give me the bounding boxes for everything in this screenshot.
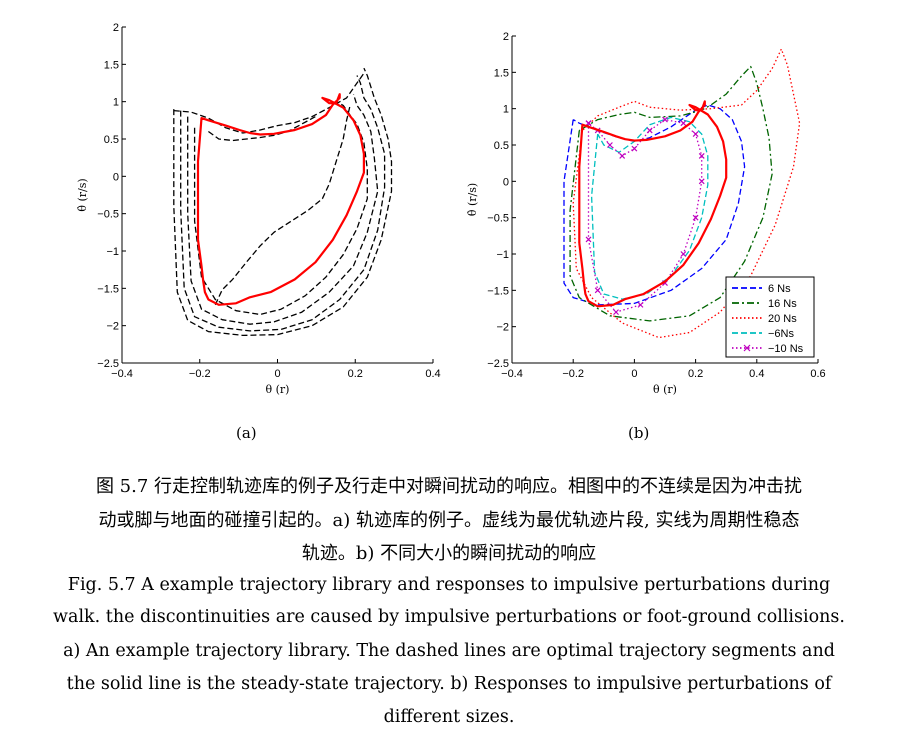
subfigure-label-a: (a) (236, 424, 257, 442)
panel-a-steady-state-trajectory-line (196, 93, 365, 306)
panel-b-y-tick-label: 0 (503, 176, 509, 188)
panel-a-y-tick-label: −1.5 (97, 283, 119, 295)
panel-a-library-segment-line (187, 94, 379, 325)
panel-b-legend-label: −6Ns (768, 328, 794, 340)
panel-b-y-axis-label: θ̇ (r/s) (466, 183, 479, 216)
figure-plots: −0.4 −0.2 0 0.2 0.4 −2.5 −2 −1.5 −1 −0.5 0 0.5 1 1.5 2… (76, 22, 826, 396)
panel-b-series-10Ns-marker (698, 152, 705, 159)
panel-b-legend-label: 6 Ns (768, 283, 791, 295)
panel-b-series-10Ns-marker (619, 152, 626, 159)
panel-b-series-10Ns-marker (698, 178, 705, 185)
panel-a-library-segment-line (173, 67, 393, 337)
panel-b-series-10Ns-marker (585, 236, 592, 243)
panel-a-y-tick-label: −0.5 (97, 209, 119, 221)
panel-b-series-10Ns-marker (680, 120, 687, 127)
panel-b-series-10Ns-marker (662, 116, 668, 123)
panel-b-series-10Ns-marker (585, 120, 592, 127)
panel-b-legend-label: −10 Ns (768, 343, 804, 355)
panel-a-x-tick-label: 0.4 (425, 368, 440, 380)
panel-a-library-segment-line (173, 72, 365, 134)
panel-a-library-segment-line (193, 101, 368, 316)
panel-b-series-10Ns-line (587, 118, 703, 313)
panel-a-x-tick-label: 0.2 (348, 368, 363, 380)
panel-b-legend-box (725, 276, 815, 358)
caption-zh-line-3: 轨迹。b) 不同大小的瞬间扰动的响应 (301, 543, 597, 564)
panel-b-chart: −0.4 −0.2 0 0.2 0.4 0.6 −2.5 −2 −1.5 −1 −0.5 0 0.5 1 1… (466, 31, 826, 396)
panel-a-y-tick-label: 2 (113, 22, 119, 34)
panel-b-y-tick-label: −1.5 (487, 285, 509, 297)
caption-en-line-1: Fig. 5.7 A example trajectory library an… (67, 575, 831, 595)
panel-b-x-tick-label: 0.6 (810, 368, 825, 380)
panel-a-library-segment-line (180, 75, 386, 332)
panel-b-y-tick-label: −2.5 (487, 358, 509, 370)
panel-a-x-tick-label: −0.4 (111, 368, 133, 380)
panel-b-legend-marker (743, 344, 751, 352)
panel-b-x-tick-label: 0.2 (688, 368, 703, 380)
caption-en-line-3: a) An example trajectory library. The da… (63, 641, 835, 661)
panel-b-series-10Ns-marker (637, 301, 644, 308)
panel-b-y-tick-label: 0.5 (494, 140, 509, 152)
panel-a-y-axis-label: θ̇ (r/s) (76, 178, 89, 211)
caption-en-line-2: walk. the discontinuities are caused by … (53, 607, 845, 627)
panel-a-library-segment-line (208, 116, 316, 142)
panel-b-series-10Ns-marker (594, 287, 601, 294)
panel-a-y-tick-label: 0.5 (104, 134, 119, 146)
panel-b-x-tick-label: −0.2 (562, 368, 584, 380)
panel-a-y-tick-label: −2 (106, 321, 119, 333)
panel-b-series-10Ns-marker (692, 131, 699, 138)
panel-a-x-tick-label: 0 (274, 368, 280, 380)
caption-zh-line-1: 图 5.7 行走控制轨迹库的例子及行走中对瞬间扰动的响应。相图中的不连续是因为冲… (95, 476, 803, 497)
panel-b-legend-label: 20 Ns (768, 313, 797, 325)
panel-b-x-tick-label: 0.4 (749, 368, 764, 380)
panel-a-y-tick-label: 1 (113, 97, 119, 109)
panel-a-library-segment-line (214, 105, 351, 306)
panel-b-y-tick-label: 1.5 (494, 67, 509, 79)
panel-b-series-10Ns-marker (613, 309, 619, 316)
panel-b-series-10Ns-marker (606, 142, 613, 148)
panel-b-x-tick-label: 0 (631, 368, 637, 380)
panel-b-y-tick-label: −1 (496, 249, 509, 261)
panel-b-series-16Ns-line (569, 65, 773, 322)
caption-en-line-4: the solid line is the steady-state traje… (66, 674, 832, 694)
panel-b-y-tick-label: 2 (503, 31, 509, 43)
panel-a-x-axis-label: θ (r) (266, 383, 290, 396)
panel-b-y-tick-label: −0.5 (487, 213, 509, 225)
caption-en-line-5: different sizes. (383, 707, 515, 727)
panel-a-x-tick-label: −0.2 (189, 368, 211, 380)
subfigure-label-b: (b) (628, 424, 650, 442)
panel-a-y-tick-label: −1 (106, 246, 119, 258)
panel-b-legend-label: 16 Ns (768, 298, 797, 310)
panel-b-series-10Ns-marker (631, 145, 638, 152)
panel-b-y-tick-label: 1 (503, 104, 509, 116)
panel-b-y-tick-label: −2 (496, 322, 509, 334)
panel-a-y-tick-label: −2.5 (97, 358, 119, 370)
panel-b-series-10Ns-marker (692, 214, 699, 221)
panel-b-series-steady-line (578, 100, 728, 308)
caption-zh-line-2: 动或脚与地面的碰撞引起的。a) 轨迹库的例子。虚线为最优轨迹片段, 实线为周期性… (98, 510, 800, 531)
panel-b-series-10Ns-marker (680, 251, 687, 257)
panel-b-x-tick-label: −0.4 (501, 368, 523, 380)
panel-b-x-axis-label: θ (r) (653, 383, 677, 396)
panel-a-y-tick-label: 1.5 (104, 59, 119, 71)
panel-a-y-tick-label: 0 (113, 171, 119, 183)
panel-b-series-10Ns-marker (646, 127, 653, 134)
panel-b-series-20Ns-line (572, 48, 801, 339)
panel-a-chart: −0.4 −0.2 0 0.2 0.4 −2.5 −2 −1.5 −1 −0.5 0 0.5 1 1.5 2… (76, 22, 441, 396)
